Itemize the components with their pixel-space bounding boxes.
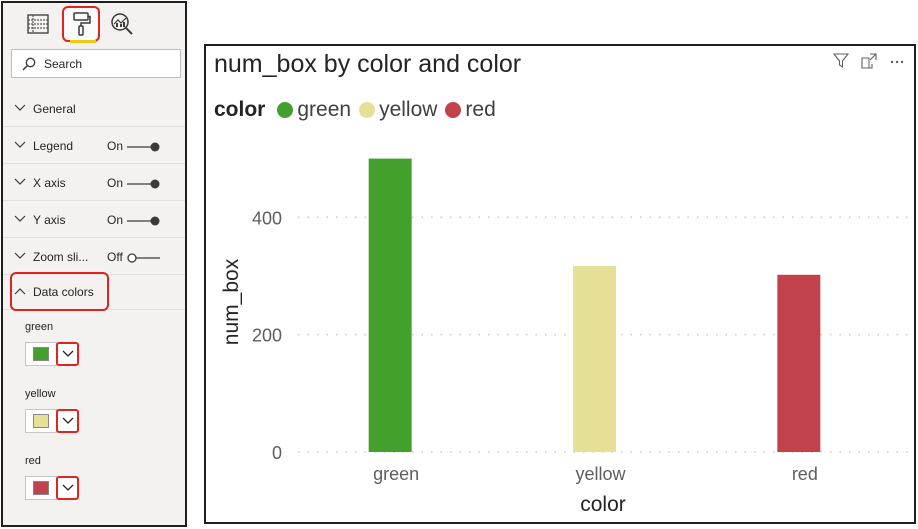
legend-item-green[interactable]: green: [277, 98, 351, 122]
color-picker-red[interactable]: [25, 476, 57, 500]
chevron-down-icon: [14, 252, 26, 259]
y-tick-label: 0: [272, 443, 282, 463]
analytics-tab[interactable]: [107, 9, 137, 39]
legend-item-yellow[interactable]: yellow: [359, 98, 437, 122]
format-tab[interactable]: [62, 6, 100, 42]
pane-tabs: [3, 3, 185, 45]
color-picker-yellow[interactable]: [25, 409, 57, 433]
section-label: Legend: [33, 138, 74, 153]
chevron-down-icon: [14, 178, 26, 185]
color-swatch-red: [33, 481, 49, 495]
fields-tab[interactable]: [23, 9, 53, 39]
section-label: X axis: [33, 175, 66, 190]
focus-mode-icon: [861, 53, 877, 69]
legend-dot-yellow: [359, 102, 376, 118]
section-label: General: [33, 101, 76, 116]
color-dropdown-green[interactable]: [56, 342, 79, 366]
legend-dot-red: [445, 102, 462, 118]
legend-item-red[interactable]: red: [445, 98, 496, 122]
legend-label-yellow: yellow: [379, 98, 438, 121]
search-input[interactable]: Search: [11, 49, 181, 78]
format-pane: Search General Legend On X axis On Y axi…: [1, 1, 187, 527]
y-axis-title: num_box: [220, 258, 243, 345]
chart-plot-area: 0 200 400 green yellow red color num_box: [220, 158, 911, 516]
filter-icon: [833, 53, 849, 69]
color-dropdown-yellow[interactable]: [56, 409, 79, 433]
x-tick-label: green: [373, 464, 419, 484]
x-tick-label: red: [792, 464, 818, 484]
bar-red: [777, 274, 821, 452]
legend-toggle[interactable]: [127, 142, 161, 152]
color-label-green: green: [25, 321, 54, 333]
color-swatch-green: [33, 347, 49, 361]
color-label-yellow: yellow: [25, 388, 56, 400]
section-zoom-slider[interactable]: Zoom sli... Off: [3, 239, 185, 275]
x-tick-label: yellow: [575, 464, 626, 484]
chevron-down-icon: [62, 417, 73, 424]
chevron-down-icon: [14, 104, 26, 111]
section-label: Zoom sli...: [33, 249, 89, 264]
color-dropdown-red[interactable]: [56, 476, 79, 500]
section-y-axis[interactable]: Y axis On: [3, 202, 185, 238]
active-tab-indicator: [70, 40, 96, 43]
section-label: Data colors: [33, 284, 94, 299]
y-tick-label: 200: [252, 326, 282, 346]
bar-green: [368, 158, 412, 453]
focus-mode-button[interactable]: [860, 52, 878, 70]
section-x-axis[interactable]: X axis On: [3, 165, 185, 201]
legend-label-green: green: [297, 98, 352, 121]
section-general[interactable]: General: [3, 91, 185, 127]
y-tick-label: 400: [252, 208, 282, 228]
toggle-state: Off: [107, 249, 123, 264]
more-options-icon: [890, 60, 904, 64]
x-axis-title: color: [580, 493, 626, 516]
more-options-button[interactable]: [888, 52, 906, 70]
data-colors-highlight: [10, 272, 109, 311]
color-picker-green[interactable]: [25, 342, 57, 366]
section-label: Y axis: [33, 212, 66, 227]
search-placeholder: Search: [44, 56, 83, 71]
chevron-down-icon: [14, 215, 26, 222]
zoom-slider-toggle[interactable]: [127, 253, 161, 263]
color-swatch-yellow: [33, 414, 49, 428]
toggle-state: On: [107, 212, 124, 227]
color-label-red: red: [25, 455, 41, 467]
chevron-down-icon: [62, 350, 73, 357]
fields-grid-icon: [27, 14, 49, 34]
toggle-state: On: [107, 175, 124, 190]
analytics-magnifier-icon: [111, 13, 133, 35]
bar-chart-visual[interactable]: num_box by color and color color green: [204, 44, 916, 524]
chart-legend: color green yellow red: [214, 98, 504, 122]
visual-title: num_box by color and color: [214, 50, 522, 78]
section-legend[interactable]: Legend On: [3, 128, 185, 164]
chevron-down-icon: [14, 141, 26, 148]
x-axis-toggle[interactable]: [127, 179, 161, 189]
visual-header: [832, 52, 906, 70]
filter-button[interactable]: [832, 52, 850, 70]
legend-dot-green: [277, 102, 294, 118]
chevron-down-icon: [62, 484, 73, 491]
legend-title: color: [214, 98, 266, 121]
bar-yellow: [573, 265, 616, 452]
toggle-state: On: [107, 138, 124, 153]
legend-label-red: red: [465, 98, 496, 121]
chevron-up-icon: [14, 288, 26, 295]
search-icon: [22, 57, 36, 71]
format-paint-roller-icon: [73, 12, 91, 36]
y-axis-toggle[interactable]: [127, 216, 161, 226]
